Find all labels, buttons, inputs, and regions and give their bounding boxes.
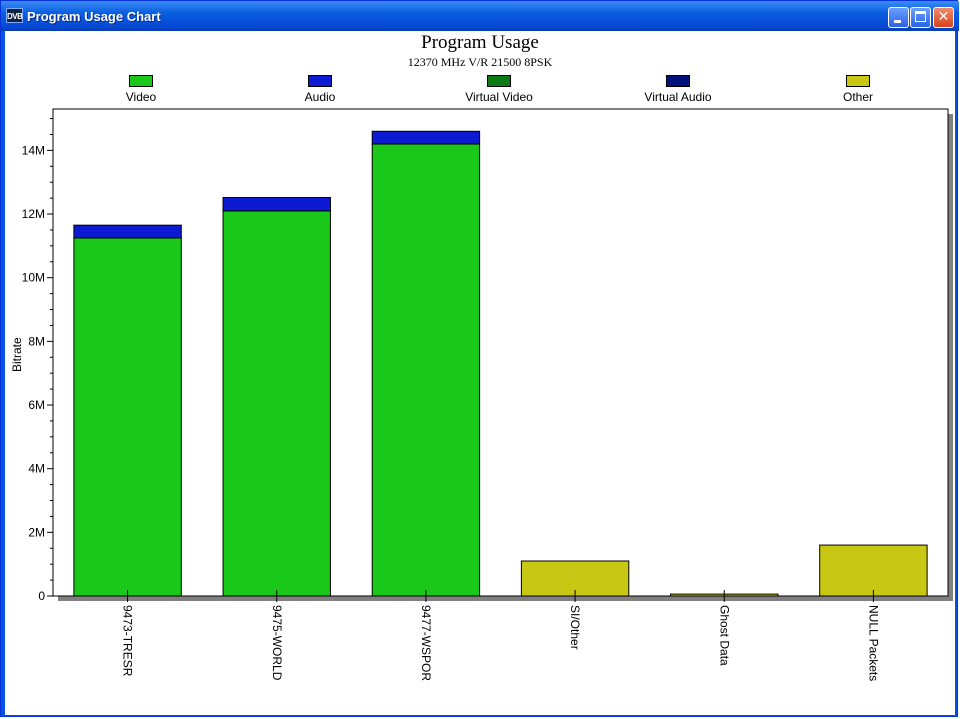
y-tick-label: 8M (28, 334, 45, 348)
x-tick-label: 9475-WORLD (270, 605, 284, 681)
x-tick-label: SI/Other (568, 605, 582, 650)
x-tick-label: 9477-WSPOR (419, 605, 433, 681)
maximize-icon (915, 11, 926, 22)
legend-item: Virtual Video (419, 75, 579, 104)
bar-segment (222, 210, 331, 597)
legend-item: Other (778, 75, 938, 104)
legend-swatch (129, 75, 153, 87)
bar-segment (371, 143, 481, 597)
y-tick-label: 12M (22, 207, 45, 221)
y-tick-label: 6M (28, 398, 45, 412)
legend-label: Audio (304, 90, 336, 104)
close-icon: ✕ (937, 9, 950, 25)
window-title: Program Usage Chart (27, 9, 161, 24)
chart-subtitle: 12370 MHz V/R 21500 8PSK (407, 55, 553, 69)
legend-swatch (666, 75, 690, 87)
legend-swatch (846, 75, 870, 87)
chart-area: Program Usage 12370 MHz V/R 21500 8PSK V… (5, 31, 955, 715)
maximize-button[interactable] (910, 7, 931, 28)
legend-label: Other (842, 90, 873, 104)
x-tick-label: NULL Packets (866, 605, 880, 681)
plot-frame (52, 108, 949, 597)
legend-item: Audio (240, 75, 400, 104)
bar-segment (222, 196, 331, 212)
x-tick-label: 9473-TRESR (121, 605, 135, 677)
legend-label: Virtual Audio (644, 90, 712, 104)
y-tick-label: 10M (22, 271, 45, 285)
bar-segment (73, 224, 182, 239)
legend-swatch (308, 75, 332, 87)
bar-segment (73, 237, 182, 597)
x-tick-label: Ghost Data (717, 605, 731, 666)
legend-item: Video (61, 75, 221, 104)
legend-item: Virtual Audio (598, 75, 758, 104)
bar-segment (819, 544, 928, 597)
legend-label: Virtual Video (465, 90, 533, 104)
bar-segment (371, 130, 481, 145)
title-bar[interactable]: DVB Program Usage Chart ✕ (1, 1, 959, 31)
bar-plot: 0 2M 4M 6M 8M 10M 12M 14M 9473-TRESR 9475-WORLD 94… (22, 108, 953, 681)
minimize-button[interactable] (888, 7, 909, 28)
y-tick-label: 0 (38, 589, 45, 603)
y-tick-label: 14M (22, 143, 45, 157)
legend-swatch (487, 75, 511, 87)
dvb-app-icon: DVB (6, 8, 23, 23)
y-tick-label: 2M (28, 525, 45, 539)
chart-title: Program Usage (421, 32, 539, 53)
legend-label: Video (125, 90, 157, 104)
minimize-icon (894, 20, 901, 23)
y-tick-label: 4M (28, 462, 45, 476)
close-button[interactable]: ✕ (933, 7, 954, 28)
